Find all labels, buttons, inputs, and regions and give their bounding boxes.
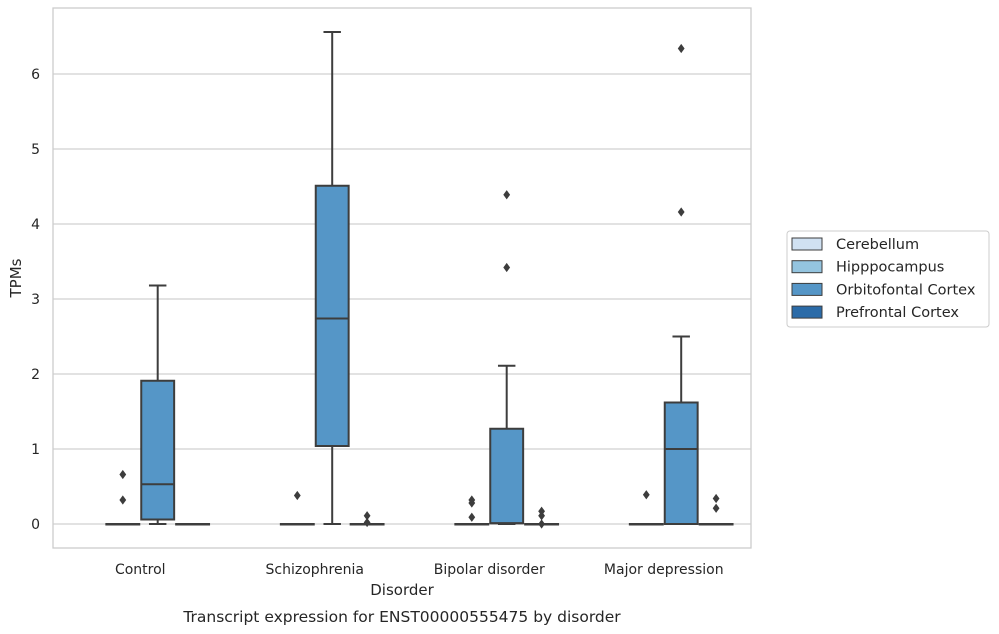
legend-swatch xyxy=(791,260,823,274)
outlier-point xyxy=(119,469,127,480)
x-tick-label-control: Control xyxy=(115,562,166,578)
outlier-point xyxy=(538,519,545,529)
y-tick-label-4: 4 xyxy=(31,217,40,233)
x-tick-label-bipolar-disorder: Bipolar disorder xyxy=(434,562,545,578)
legend-label: Hipppocampus xyxy=(836,260,944,276)
outlier-point xyxy=(363,517,371,528)
box-2-3 xyxy=(663,43,699,525)
x-tick-labels: Control Schizophrenia Bipolar disorder Majo… xyxy=(115,562,724,578)
outlier-point xyxy=(677,43,685,54)
legend-label: Orbitofontal Cortex xyxy=(836,282,976,298)
outlier-point xyxy=(712,493,720,504)
box-2-1 xyxy=(314,31,350,525)
legend: Cerebellum Hipppocampus Orbitofontal Corte… xyxy=(786,230,990,328)
outlier-point xyxy=(503,190,511,200)
legend-swatch xyxy=(791,237,823,251)
legend-item-orbitofontal-cortex: Orbitofontal Cortex xyxy=(791,282,976,298)
outlier-point xyxy=(712,503,720,513)
box-2-2 xyxy=(489,190,525,525)
legend-label: Cerebellum xyxy=(836,237,919,253)
box-1-3 xyxy=(628,490,664,526)
box-2-0 xyxy=(140,284,176,525)
box-body xyxy=(314,184,350,447)
y-tick-label-6: 6 xyxy=(31,67,40,83)
outlier-point xyxy=(363,511,371,521)
legend-item-prefrontal-cortex: Prefrontal Cortex xyxy=(791,305,959,321)
box-body xyxy=(140,379,176,521)
box-3-1 xyxy=(349,511,385,528)
series-prefrontal-cortex xyxy=(175,493,734,529)
outlier-point xyxy=(468,512,476,522)
legend-item-hipppocampus: Hipppocampus xyxy=(791,260,944,276)
outlier-point xyxy=(468,495,476,505)
y-tick-label-1: 1 xyxy=(31,442,40,458)
y-tick-label-2: 2 xyxy=(31,367,40,383)
y-tick-label-5: 5 xyxy=(31,142,40,158)
chart-caption: Transcript expression for ENST0000055547… xyxy=(182,608,621,626)
outlier-point xyxy=(503,262,511,273)
y-tick-label-3: 3 xyxy=(31,292,40,308)
legend-frame xyxy=(786,230,990,328)
legend-label: Prefrontal Cortex xyxy=(836,305,959,321)
legend-item-cerebellum: Cerebellum xyxy=(791,237,919,253)
x-tick-label-schizophrenia: Schizophrenia xyxy=(266,562,364,578)
box-1-0 xyxy=(105,469,141,526)
y-axis-label: TPMs xyxy=(7,258,25,298)
x-tick-label-major-depression: Major depression xyxy=(604,562,724,578)
box-3-2 xyxy=(524,506,560,529)
box-1-2 xyxy=(454,495,490,526)
plot-frame xyxy=(52,7,752,549)
legend-swatch xyxy=(791,305,823,319)
x-axis-label: Disorder xyxy=(370,581,434,599)
box-body xyxy=(489,427,525,525)
box-3-0 xyxy=(175,523,211,526)
outlier-point xyxy=(293,490,301,501)
outlier-point xyxy=(677,207,685,217)
y-tick-labels: 0 1 2 3 4 5 6 xyxy=(31,67,40,533)
box-body xyxy=(663,401,699,525)
legend-swatch xyxy=(791,282,823,296)
outlier-point xyxy=(119,495,127,505)
outlier-point xyxy=(538,506,545,516)
series-orbitofontal-cortex xyxy=(140,31,699,525)
box-1-1 xyxy=(279,490,315,526)
box-3-3 xyxy=(698,493,734,526)
y-tick-label-0: 0 xyxy=(31,517,40,533)
box-series xyxy=(105,31,734,529)
outlier-point xyxy=(642,490,650,500)
series-hipppocampus xyxy=(105,469,664,526)
